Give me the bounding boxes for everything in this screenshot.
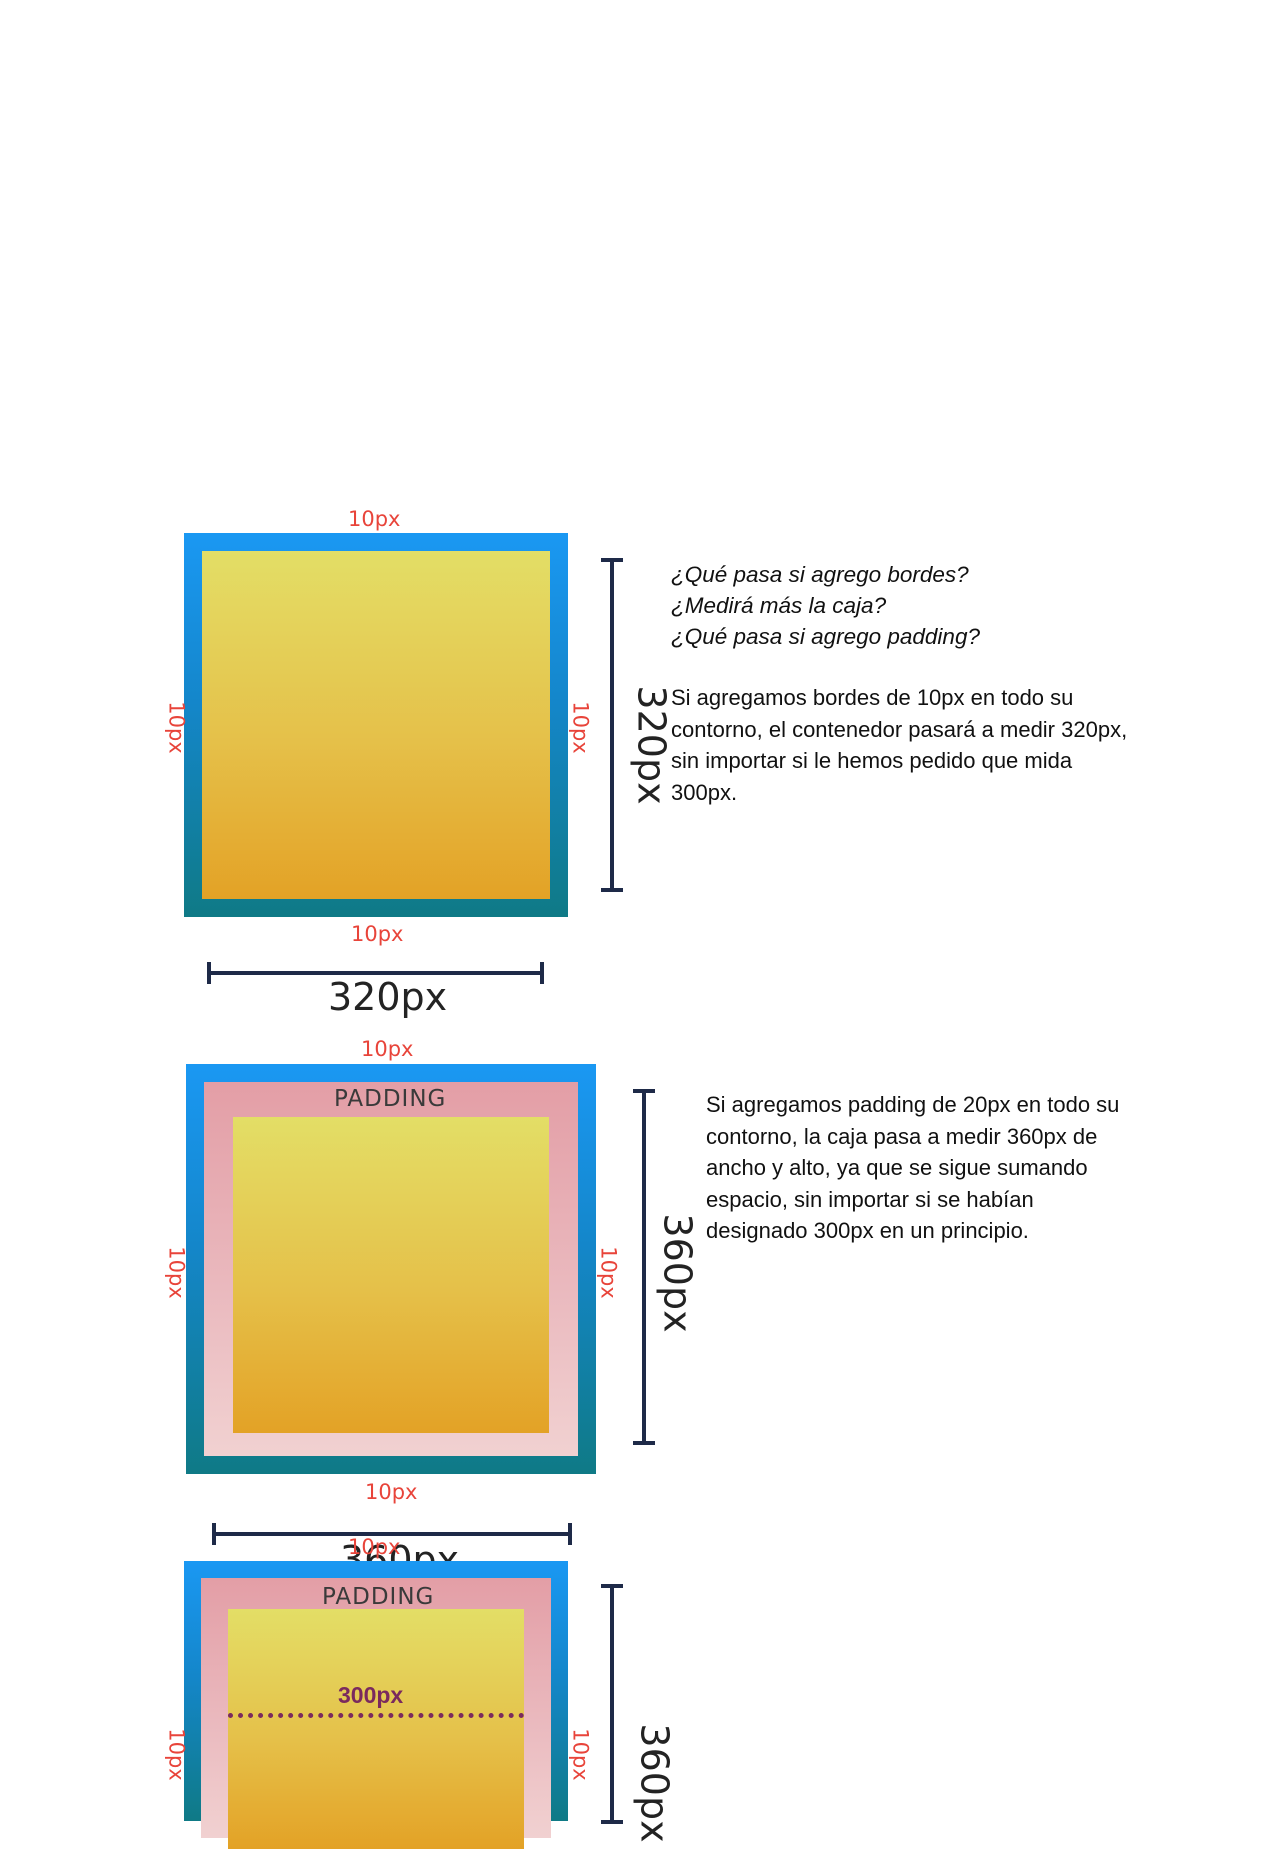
border-right-label: 10px	[596, 1246, 621, 1299]
border-right-label: 10px	[568, 1728, 593, 1781]
height-measure-line	[633, 1089, 655, 1445]
border-left-label: 10px	[164, 701, 189, 754]
height-label: 360px	[655, 1213, 700, 1333]
border-top-label: 10px	[348, 1535, 401, 1559]
padding-box: PADDING 300px	[201, 1578, 551, 1849]
content-box	[233, 1117, 549, 1433]
border-bottom-label: 10px	[365, 1480, 418, 1504]
question-3: ¿Qué pasa si agrego padding?	[671, 624, 980, 649]
padding-explanation: Si agregamos padding de 20px en todo su …	[706, 1092, 1120, 1243]
padding-label: PADDING	[322, 1584, 435, 1610]
width-measure-line	[212, 1523, 572, 1545]
question-1: ¿Qué pasa si agrego bordes?	[671, 562, 969, 587]
border-top-label: 10px	[348, 507, 401, 531]
questions-block: ¿Qué pasa si agrego bordes? ¿Medirá más …	[671, 559, 1131, 652]
content-box	[202, 551, 550, 899]
question-2: ¿Medirá más la caja?	[671, 593, 887, 618]
padding-box: PADDING	[204, 1082, 578, 1456]
content-box: 300px	[228, 1609, 524, 1849]
height-measure-line	[601, 558, 623, 892]
height-label: 320px	[629, 685, 674, 805]
border-explanation: Si agregamos bordes de 10px en todo su c…	[671, 685, 1128, 805]
border-right-label: 10px	[568, 701, 593, 754]
border-box	[184, 533, 568, 917]
border-left-label: 10px	[164, 1728, 189, 1781]
border-box: PADDING 300px	[184, 1561, 568, 1849]
border-box: PADDING	[186, 1064, 596, 1474]
height-label: 360px	[632, 1723, 677, 1843]
width-label: 320px	[328, 975, 448, 1019]
width-measure-line	[207, 962, 544, 984]
content-width-label: 300px	[338, 1682, 404, 1708]
border-left-label: 10px	[164, 1246, 189, 1299]
border-top-label: 10px	[361, 1037, 414, 1061]
content-width-line	[228, 1713, 524, 1718]
border-bottom-label: 10px	[351, 922, 404, 946]
padding-label: PADDING	[334, 1086, 447, 1112]
height-measure-line	[601, 1584, 623, 1824]
